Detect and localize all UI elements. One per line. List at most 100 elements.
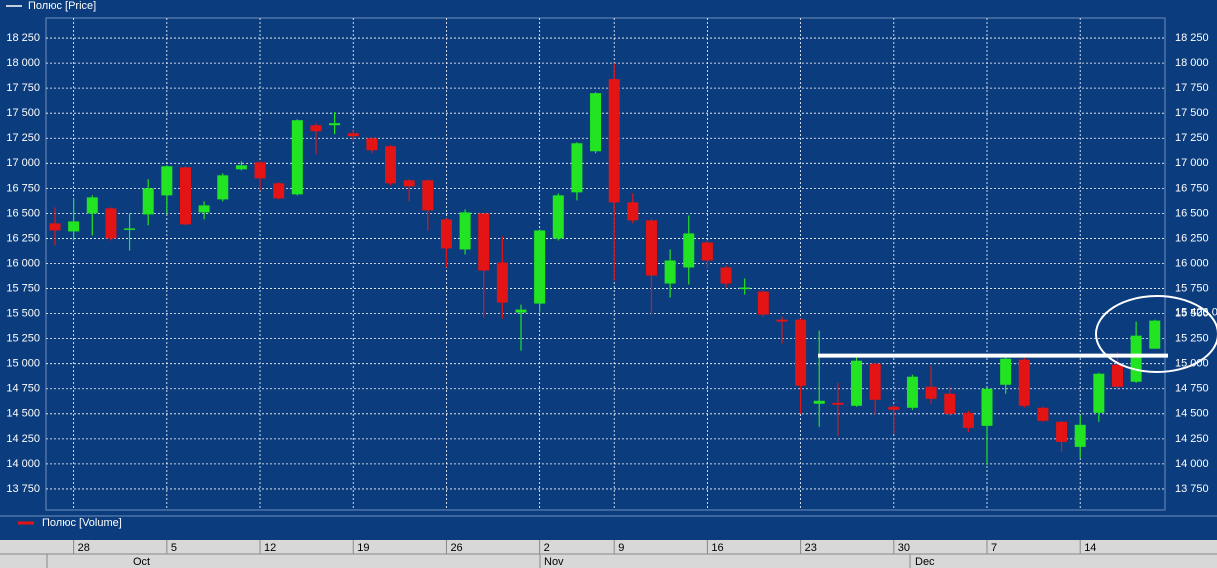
y2-tick-label: 17 250: [1175, 132, 1209, 144]
candle-body: [1149, 320, 1161, 349]
y2-tick-label: 15 250: [1175, 333, 1209, 345]
y-tick-label: 16 500: [6, 207, 40, 219]
candle-body: [217, 175, 229, 200]
candle-body: [1074, 424, 1086, 447]
y-tick-label: 16 250: [6, 232, 40, 244]
candle-body: [813, 400, 825, 404]
y2-tick-label: 17 500: [1175, 107, 1209, 119]
candle-body: [310, 125, 322, 132]
candle-body: [440, 219, 452, 249]
y-tick-label: 18 000: [6, 57, 40, 69]
y2-tick-label: 18 250: [1175, 32, 1209, 44]
candle-body: [1130, 335, 1142, 382]
candle-body: [235, 165, 247, 170]
y-tick-label: 15 750: [6, 282, 40, 294]
candle-body: [142, 188, 154, 215]
x-tick-label: 16: [711, 542, 723, 554]
y-tick-label: 16 750: [6, 182, 40, 194]
candle-body: [1018, 359, 1030, 406]
y-tick-label: 14 250: [6, 433, 40, 445]
candle-body: [851, 360, 863, 406]
candle-body: [739, 287, 751, 290]
y-tick-label: 15 000: [6, 358, 40, 370]
y2-tick-label: 14 750: [1175, 383, 1209, 395]
candle-body: [1056, 421, 1068, 442]
candle-body: [701, 242, 713, 261]
candle-body: [291, 120, 303, 195]
candle-body: [347, 133, 359, 137]
candle-body: [981, 388, 993, 426]
candle-body: [105, 208, 117, 239]
y-tick-label: 13 750: [6, 483, 40, 495]
candle-body: [124, 228, 136, 230]
y-tick-label: 17 000: [6, 157, 40, 169]
legend-label: Полюс [Price]: [28, 0, 96, 12]
y2-tick-label: 16 750: [1175, 182, 1209, 194]
candle-body: [179, 167, 191, 225]
candle-body: [329, 123, 341, 126]
candle-body: [720, 267, 732, 284]
candle-body: [198, 205, 210, 213]
y2-tick-label: 14 000: [1175, 458, 1209, 470]
candle-body: [496, 262, 508, 303]
y-tick-label: 18 250: [6, 32, 40, 44]
y-tick-label: 17 250: [6, 132, 40, 144]
month-label: Oct: [133, 556, 150, 568]
plot-frame: [45, 17, 1166, 511]
candle-body: [683, 233, 695, 268]
candle-body: [795, 319, 807, 386]
candle-body: [627, 202, 639, 221]
candle-body: [478, 213, 490, 271]
candle-body: [1111, 364, 1123, 387]
last-price-label: 15 426,0: [1175, 307, 1217, 319]
x-tick-label: 19: [357, 542, 369, 554]
y-tick-label: 16 000: [6, 257, 40, 269]
candle-body: [515, 309, 527, 313]
x-tick-label: 5: [171, 542, 177, 554]
candle-body: [906, 376, 918, 408]
candle-body: [273, 183, 285, 199]
y-tick-label: 17 750: [6, 82, 40, 94]
candle-body: [86, 197, 98, 214]
candle-body: [68, 221, 80, 232]
month-label: Dec: [915, 556, 935, 568]
candle-body: [385, 146, 397, 184]
candle-body: [552, 195, 564, 239]
y2-tick-label: 17 750: [1175, 82, 1209, 94]
y-tick-label: 17 500: [6, 107, 40, 119]
candle-body: [925, 386, 937, 399]
candle-body: [888, 406, 900, 410]
x-tick-label: 23: [805, 542, 817, 554]
y2-tick-label: 16 500: [1175, 207, 1209, 219]
x-tick-label: 9: [618, 542, 624, 554]
candle-body: [1000, 358, 1012, 385]
volume-legend-label: Полюс [Volume]: [42, 517, 122, 529]
candle-body: [1037, 407, 1049, 421]
x-tick-label: 26: [450, 542, 462, 554]
candle-body: [869, 363, 881, 400]
candle-body: [366, 138, 378, 151]
y2-tick-label: 14 500: [1175, 408, 1209, 420]
candle-body: [757, 291, 769, 315]
candle-body: [590, 93, 602, 152]
candle-body: [944, 393, 956, 414]
y2-tick-label: 15 750: [1175, 282, 1209, 294]
y-tick-label: 14 000: [6, 458, 40, 470]
y2-tick-label: 16 250: [1175, 232, 1209, 244]
candle-body: [664, 260, 676, 284]
y2-tick-label: 18 000: [1175, 57, 1209, 69]
month-label: Nov: [544, 556, 564, 568]
x-tick-label: 2: [544, 542, 550, 554]
y-tick-label: 14 500: [6, 408, 40, 420]
candle-body: [459, 212, 471, 250]
y-tick-label: 15 500: [6, 308, 40, 320]
candle-body: [403, 180, 415, 187]
candle-body: [422, 180, 434, 211]
candle-body: [49, 223, 61, 231]
candle-body: [832, 402, 844, 405]
candle-body: [254, 162, 266, 179]
x-tick-label: 30: [898, 542, 910, 554]
candle-body: [608, 79, 620, 203]
